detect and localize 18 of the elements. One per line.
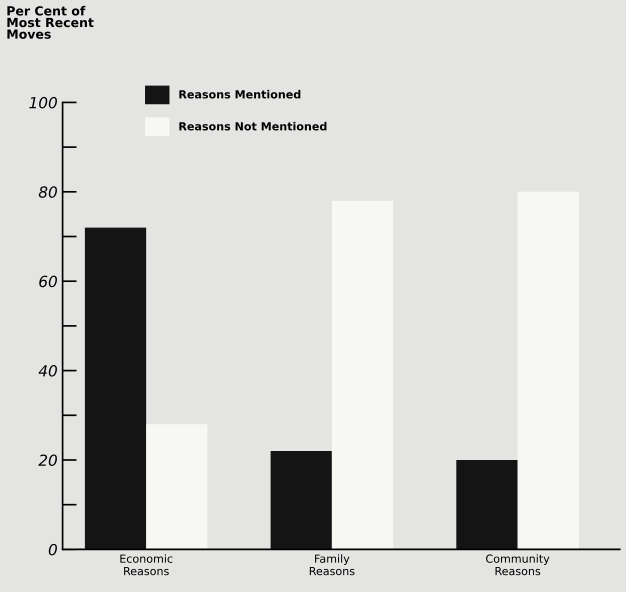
y-tick-label: 0	[48, 544, 57, 556]
bar	[270, 451, 332, 550]
x-tick-label: Family Reasons	[310, 554, 354, 576]
y-tick-label: 40	[38, 365, 57, 377]
y-tick-label: 20	[38, 454, 57, 466]
legend-label: Reasons Not Mentioned	[179, 122, 326, 130]
bar	[456, 460, 518, 550]
legend-label: Reasons Mentioned	[179, 90, 300, 99]
y-tick-label: 100	[29, 96, 57, 108]
bar	[518, 192, 579, 550]
y-tick-label: 60	[39, 276, 57, 288]
bar	[332, 200, 394, 550]
bar	[84, 228, 146, 550]
x-tick-label: Community Reasons	[486, 554, 550, 576]
bar	[146, 424, 208, 550]
x-tick-label: Economic Reasons	[120, 554, 172, 576]
y-axis-title: Per Cent of Most Recent Moves	[7, 6, 94, 39]
y-tick-label: 80	[38, 186, 57, 198]
